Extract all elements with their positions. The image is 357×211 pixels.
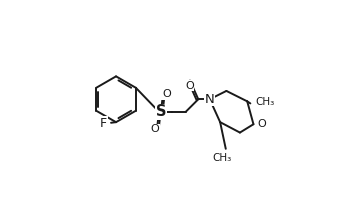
- Text: N: N: [205, 93, 215, 106]
- Text: O: O: [257, 119, 266, 129]
- Text: CH₃: CH₃: [213, 153, 232, 163]
- Text: F: F: [100, 117, 107, 130]
- Text: O: O: [185, 81, 194, 91]
- Text: CH₃: CH₃: [256, 97, 275, 107]
- Text: N: N: [205, 93, 215, 106]
- Text: O: O: [151, 124, 160, 134]
- Text: O: O: [257, 119, 266, 129]
- Text: S: S: [156, 104, 166, 119]
- Text: O: O: [162, 89, 171, 99]
